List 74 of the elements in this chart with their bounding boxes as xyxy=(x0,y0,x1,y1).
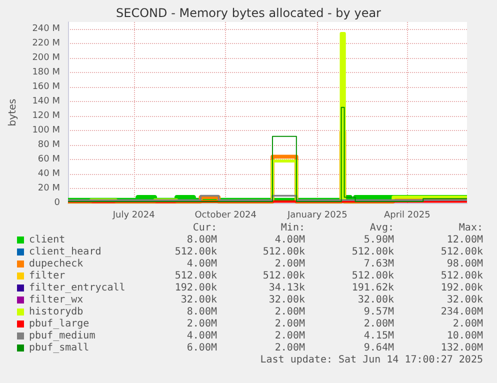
text: 2.00M xyxy=(274,306,305,318)
text: 6.00M xyxy=(186,342,217,354)
text: 4.15M xyxy=(364,330,394,342)
y-tick-label: 140 M xyxy=(32,96,60,107)
legend-label: filter_wx xyxy=(29,294,84,306)
text: 2.00M xyxy=(364,318,394,330)
y-tick-label: 0 xyxy=(54,198,60,208)
y-tick-label: 160 M xyxy=(32,82,60,92)
legend-label: client_heard xyxy=(29,246,102,258)
text: 32.00k xyxy=(358,294,394,306)
x-tick-label: April 2025 xyxy=(384,210,430,220)
y-tick-label: 40 M xyxy=(38,169,60,180)
y-tick-label: 240 M xyxy=(32,24,60,34)
text: 512.00k xyxy=(440,270,483,282)
text: 12.00M xyxy=(446,234,483,246)
legend-label: client xyxy=(29,234,66,246)
text: 512.00k xyxy=(352,246,394,258)
text: 2.00M xyxy=(452,318,483,330)
text: 9.57M xyxy=(364,306,394,318)
text: 192.00k xyxy=(440,282,483,294)
legend-label: pbuf_small xyxy=(29,342,90,354)
text: 2.00M xyxy=(274,258,305,270)
text: 512.00k xyxy=(262,246,305,258)
text: Last update: Sat Jun 14 17:00:27 2025 xyxy=(260,354,483,366)
text: 2.00M xyxy=(274,342,305,354)
text: 8.00M xyxy=(186,234,217,246)
legend-label: historydb xyxy=(29,306,84,318)
text: 7.63M xyxy=(364,258,394,270)
y-tick-label: 220 M xyxy=(32,38,60,49)
text: 10.00M xyxy=(446,330,483,342)
y-tick-label: 120 M xyxy=(32,111,60,122)
text: 234.00M xyxy=(440,306,483,318)
text: 192.00k xyxy=(174,282,217,294)
y-axis-title: bytes xyxy=(8,98,18,126)
legend-label: filter_entrycall xyxy=(29,282,126,294)
legend-label: pbuf_medium xyxy=(29,330,96,342)
y-tick-label: 100 M xyxy=(32,126,60,136)
text: 32.00k xyxy=(446,294,483,306)
text: 32.00k xyxy=(180,294,217,306)
text: 132.00M xyxy=(440,342,483,354)
text: 98.00M xyxy=(446,258,483,270)
text: 4.00M xyxy=(186,330,217,342)
text: 2.00M xyxy=(186,318,217,330)
text: 4.00M xyxy=(186,258,217,270)
text: 5.90M xyxy=(364,234,394,246)
y-tick-label: 60 M xyxy=(38,154,60,165)
y-tick-label: 80 M xyxy=(38,140,60,150)
x-tick-label: July 2024 xyxy=(112,210,156,220)
text: 34.13k xyxy=(268,282,305,294)
x-tick-label: October 2024 xyxy=(194,210,257,220)
chart-title: SECOND - Memory bytes allocated - by year xyxy=(116,6,382,20)
x-tick-label: January 2025 xyxy=(286,210,348,220)
text: 191.62k xyxy=(352,282,394,294)
legend-label: pbuf_large xyxy=(29,318,90,330)
text: 512.00k xyxy=(174,246,217,258)
y-tick-label: 20 M xyxy=(38,184,60,194)
text: 512.00k xyxy=(262,270,305,282)
text: 9.64M xyxy=(364,342,394,354)
text: 2.00M xyxy=(274,318,305,330)
y-tick-label: 200 M xyxy=(32,53,60,64)
text: Cur: xyxy=(192,222,217,234)
text: 512.00k xyxy=(440,246,483,258)
y-tick-label: 180 M xyxy=(32,68,60,78)
text: 512.00k xyxy=(352,270,394,282)
text: Avg: xyxy=(370,222,394,234)
text: 2.00M xyxy=(274,330,305,342)
legend-label: filter xyxy=(29,270,66,282)
text: 8.00M xyxy=(186,306,217,318)
text: 4.00M xyxy=(274,234,305,246)
text: 32.00k xyxy=(268,294,305,306)
text: Max: xyxy=(458,222,483,234)
text: 512.00k xyxy=(174,270,217,282)
legend-label: dupecheck xyxy=(29,258,84,270)
text: Min: xyxy=(280,222,305,234)
